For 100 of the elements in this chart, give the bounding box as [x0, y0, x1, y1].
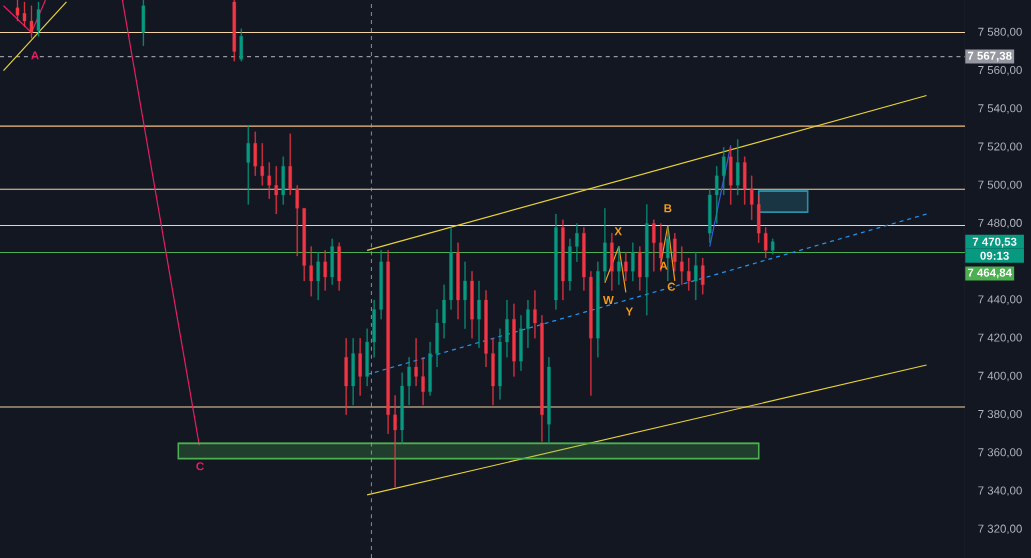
candlestick: [680, 246, 684, 285]
candlestick: [533, 290, 537, 339]
candlestick: [421, 357, 425, 406]
candlestick: [519, 315, 523, 371]
candlestick: [708, 189, 712, 243]
candlestick: [379, 250, 383, 320]
candlestick: [631, 242, 635, 282]
candlestick: [274, 166, 278, 215]
candlestick: [288, 133, 292, 196]
candlestick: [589, 271, 593, 396]
annotation: B: [664, 204, 672, 213]
y-tick-label: 7 440,00: [978, 295, 1022, 305]
y-tick-label: 7 420,00: [978, 333, 1022, 343]
candlestick: [344, 338, 348, 415]
candlestick: [358, 338, 362, 396]
candlestick: [701, 257, 705, 295]
candlestick: [624, 252, 628, 282]
y-tick-label: 7 480,00: [978, 218, 1022, 229]
y-tick-label: 7 540,00: [978, 104, 1022, 114]
candlestick: [400, 372, 404, 444]
annotation: X: [614, 227, 622, 236]
candlestick: [750, 175, 754, 220]
candlestick: [547, 357, 551, 444]
annotation: W: [602, 296, 614, 304]
candlestick: [582, 227, 586, 291]
ref-line-label: 7 464,84: [967, 268, 1012, 279]
candlestick: [365, 328, 369, 387]
candlestick: [463, 261, 467, 329]
candlestick: [743, 156, 747, 205]
candlestick: [407, 357, 411, 406]
candlestick: [687, 257, 691, 291]
annotation: Y: [625, 307, 633, 316]
candlestick: [512, 303, 516, 377]
candlestick: [435, 309, 439, 368]
candlestick: [295, 185, 299, 257]
candlestick: [15, 0, 20, 22]
candlestick: [596, 261, 600, 358]
y-tick-label: 7 520,00: [978, 142, 1022, 152]
candlestick: [456, 242, 460, 320]
candlestick: [645, 204, 649, 316]
candlestick: [484, 290, 488, 368]
candlestick: [638, 246, 642, 291]
candlestick: [722, 146, 726, 196]
candlestick: [673, 232, 677, 272]
candlestick: [386, 250, 390, 434]
candlestick: [372, 299, 376, 358]
candlestick: [666, 227, 670, 282]
candlestick: [715, 166, 719, 224]
candlestick: [568, 238, 572, 291]
y-tick-label: 7 500,00: [978, 180, 1022, 191]
annotation: A: [31, 51, 39, 60]
candlestick: [239, 28, 243, 62]
text: 7 470,53: [972, 237, 1017, 248]
candlestick: [470, 271, 474, 339]
y-tick-label: 7 320,00: [978, 524, 1022, 535]
candlestick: [246, 125, 250, 205]
candlestick: [253, 131, 257, 176]
candlestick: [603, 208, 607, 282]
candlestick: [491, 338, 495, 406]
y-tick-label: 7 560,00: [978, 65, 1022, 76]
candlestick: [694, 252, 698, 301]
candlestick: [442, 284, 446, 339]
candlestick: [36, 1, 41, 37]
candlestick: [29, 5, 34, 39]
candlestick: [309, 246, 313, 297]
candlestick: [141, 0, 146, 47]
text: 09:13: [980, 251, 1009, 260]
candlestick: [414, 338, 418, 387]
candlestick: [351, 338, 355, 406]
candlestick: [561, 219, 565, 301]
candlestick: [22, 1, 27, 27]
candlestick: [428, 341, 432, 396]
candlestick: [505, 299, 509, 358]
candlestick: [498, 328, 502, 400]
candlestick: [477, 280, 481, 348]
y-tick-label: 7 400,00: [978, 371, 1022, 382]
candlestick: [652, 219, 656, 272]
candlestick: [267, 162, 271, 199]
y-tick-label: 7 580,00: [978, 27, 1022, 38]
candlestick: [323, 250, 327, 291]
candlestick: [330, 238, 334, 285]
candlestick: [281, 156, 285, 205]
candlestick: [526, 299, 530, 348]
candlestick: [575, 223, 579, 262]
candlestick: [337, 242, 341, 291]
candlestick: [736, 139, 740, 196]
y-tick-label: 7 360,00: [978, 448, 1022, 458]
candlestick: [771, 238, 775, 255]
candlestick: [302, 208, 306, 282]
candlestick: [729, 146, 733, 205]
annotation: C: [196, 462, 204, 471]
candlestick: [232, 0, 236, 62]
candlestick: [757, 194, 761, 243]
candlestick: [554, 213, 558, 310]
candlestick: [316, 252, 320, 301]
candlestick: [764, 227, 768, 259]
annotation: C: [667, 282, 676, 291]
candlestick: [260, 143, 264, 186]
y-tick-label: 7 380,00: [978, 409, 1022, 420]
candlestick: [449, 227, 453, 310]
